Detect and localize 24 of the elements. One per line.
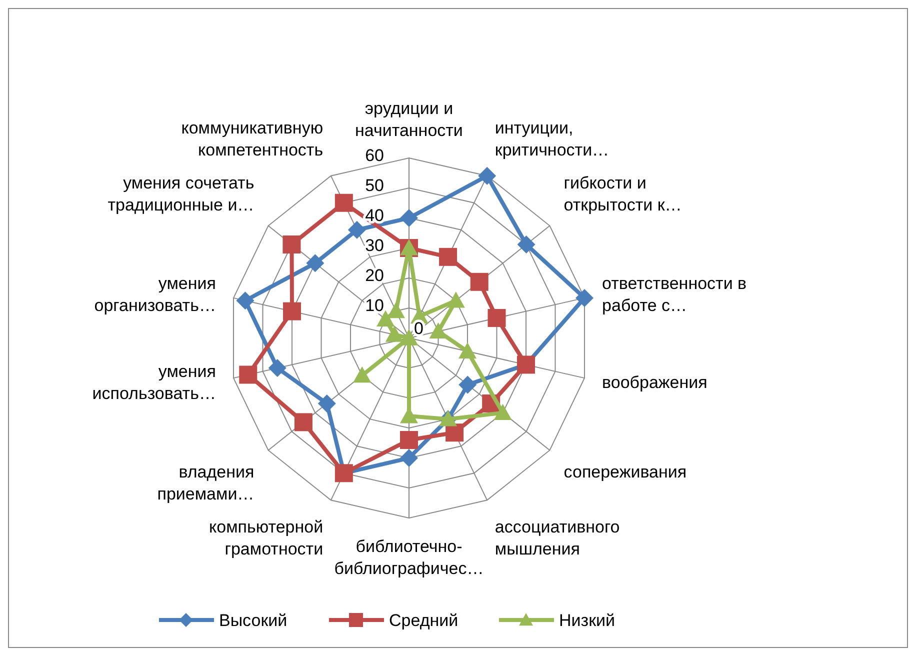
spoke-label: умения организовать… (94, 274, 216, 315)
y-tick-label: 0 (414, 319, 424, 338)
y-tick-label: 60 (365, 146, 384, 165)
y-tick-label: 10 (365, 296, 384, 315)
spoke-label: сопереживания (564, 462, 687, 482)
spoke-label: эрудиции и начитанности (355, 99, 463, 140)
spoke-label: гибкости и открытости к… (564, 174, 682, 215)
y-tick-label: 20 (365, 266, 384, 285)
spoke-label: владения приемами… (157, 462, 254, 504)
legend-label: Низкий (559, 611, 615, 630)
legend-label: Высокий (219, 611, 288, 630)
y-tick-label: 50 (365, 176, 384, 195)
spoke-label: коммуникативную компетентность (181, 118, 324, 160)
spoke-label: ассоциативного мышления (494, 517, 620, 558)
spoke-label: ответственности в работе с… (602, 274, 747, 315)
y-tick-label: 30 (365, 236, 384, 255)
spoke-label: библиотечно-библиографичес… (334, 537, 484, 578)
spoke-label: интуиции, критичности… (494, 118, 610, 160)
legend-label: Средний (389, 611, 458, 630)
spoke-label: умения использовать… (92, 362, 216, 404)
y-tick-label: 40 (365, 206, 384, 225)
spoke-label: умения сочетать традиционные и… (108, 174, 254, 215)
spoke-label: воображения (602, 373, 708, 392)
spoke-label: компьютерной грамотности (209, 517, 324, 558)
